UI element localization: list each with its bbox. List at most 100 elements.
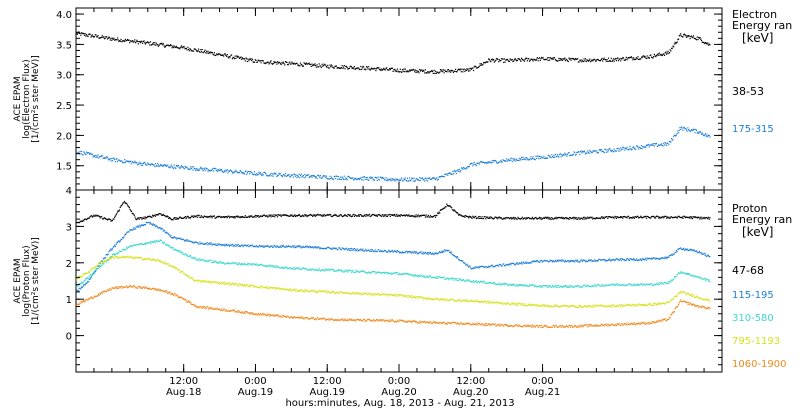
data-point — [401, 71, 403, 73]
data-point — [147, 221, 149, 224]
data-point — [346, 269, 348, 271]
data-point — [167, 244, 169, 246]
data-point — [636, 284, 638, 287]
data-point — [567, 217, 569, 220]
data-point — [627, 149, 629, 151]
data-point — [358, 215, 360, 217]
data-point — [187, 168, 189, 170]
data-point — [394, 180, 396, 182]
data-point — [231, 54, 233, 56]
data-point — [523, 60, 526, 62]
data-point — [437, 277, 439, 279]
data-point — [477, 281, 479, 283]
data-point — [361, 249, 363, 251]
data-point — [492, 161, 494, 163]
data-point — [503, 58, 505, 60]
data-point — [355, 178, 357, 180]
data-point — [292, 267, 294, 269]
data-point — [159, 227, 161, 229]
data-point — [587, 151, 589, 153]
data-point — [221, 170, 223, 172]
data-point — [404, 71, 406, 73]
data-point — [416, 253, 419, 255]
data-point — [200, 51, 203, 53]
data-point — [552, 260, 554, 262]
data-point — [214, 260, 216, 262]
data-point — [460, 260, 463, 262]
data-point — [640, 56, 643, 58]
data-point — [76, 290, 78, 292]
data-point — [487, 217, 489, 219]
data-point — [432, 298, 434, 300]
data-point — [631, 285, 633, 287]
data-point — [391, 273, 393, 275]
data-point — [376, 214, 378, 216]
data-point — [666, 52, 668, 54]
data-point — [302, 215, 304, 217]
data-point — [565, 261, 567, 263]
data-point — [626, 258, 628, 260]
data-point — [646, 257, 648, 259]
data-point — [376, 67, 378, 69]
data-point — [395, 250, 397, 252]
data-point — [88, 33, 90, 35]
data-point — [81, 276, 83, 278]
data-point — [330, 292, 332, 294]
data-point — [106, 259, 108, 261]
data-point — [381, 250, 383, 252]
data-point — [666, 257, 668, 259]
data-point — [316, 247, 318, 249]
data-point — [431, 216, 433, 218]
data-point — [99, 156, 101, 158]
data-point — [244, 60, 246, 62]
data-point — [229, 56, 231, 58]
data-point — [132, 41, 134, 43]
data-point — [161, 261, 163, 263]
data-point — [178, 237, 180, 239]
data-point — [321, 63, 323, 65]
panel-frame-electron — [75, 7, 723, 191]
data-point — [696, 132, 698, 134]
data-point — [91, 267, 93, 269]
data-point — [384, 179, 386, 181]
data-point — [470, 268, 472, 270]
data-point — [536, 57, 538, 59]
data-point — [261, 215, 263, 217]
data-point — [458, 259, 460, 261]
data-point — [102, 37, 104, 39]
data-point — [570, 154, 572, 156]
data-point — [504, 218, 506, 220]
data-point — [114, 254, 116, 256]
data-point — [334, 175, 336, 177]
data-point — [309, 247, 311, 249]
data-point — [169, 246, 171, 248]
data-point — [299, 268, 301, 270]
data-point — [653, 56, 655, 58]
data-point — [607, 284, 610, 286]
data-point — [226, 262, 228, 265]
data-point — [156, 214, 158, 216]
data-point — [235, 262, 237, 264]
data-point — [349, 292, 351, 294]
data-point — [356, 178, 358, 180]
data-point — [111, 37, 114, 39]
data-point — [161, 214, 164, 216]
data-point — [191, 256, 193, 258]
data-point — [87, 35, 89, 37]
data-point — [512, 284, 514, 286]
data-point — [621, 284, 623, 286]
data-point — [498, 59, 500, 61]
data-point — [707, 136, 709, 138]
data-point — [118, 210, 120, 212]
data-point — [469, 265, 471, 267]
data-point — [614, 150, 616, 152]
data-point — [442, 298, 444, 300]
data-point — [658, 216, 660, 218]
data-point — [298, 173, 300, 175]
data-point — [582, 216, 584, 218]
data-point — [419, 251, 421, 253]
data-point — [179, 48, 181, 50]
data-point — [380, 176, 382, 178]
data-point — [349, 269, 351, 272]
data-point — [531, 261, 533, 263]
